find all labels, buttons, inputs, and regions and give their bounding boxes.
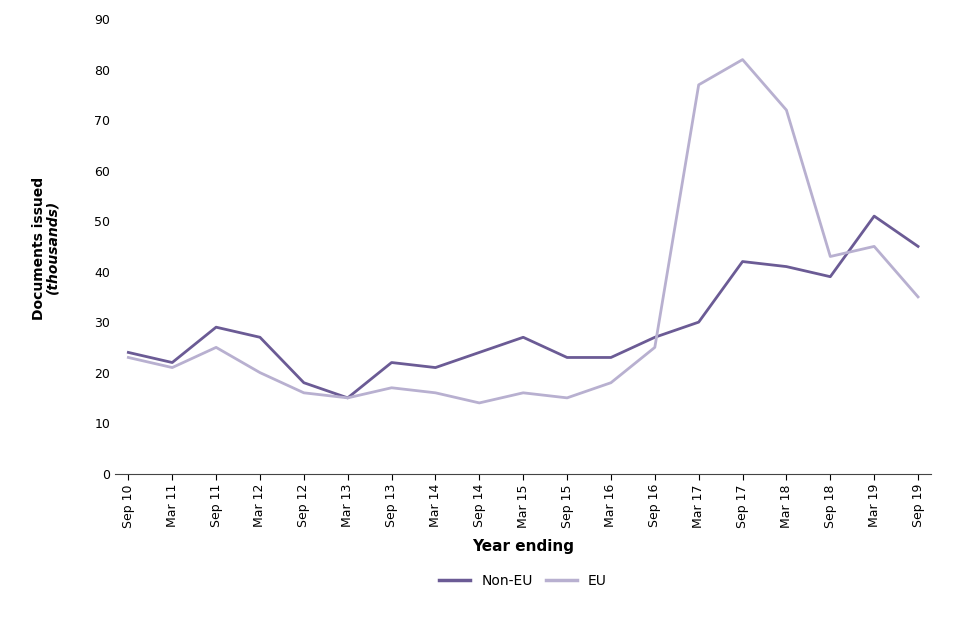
Non-EU [386, 358, 397, 366]
Non-EU [649, 333, 660, 341]
EU [254, 369, 266, 376]
EU [342, 394, 353, 402]
EU [649, 344, 660, 351]
EU [912, 293, 924, 301]
EU [562, 394, 573, 402]
EU [430, 389, 442, 397]
EU [693, 81, 705, 89]
Non-EU [299, 379, 310, 387]
EU [869, 243, 880, 250]
Non-EU [473, 349, 485, 356]
Non-EU [780, 263, 792, 271]
EU [473, 399, 485, 407]
Non-EU [562, 354, 573, 362]
Non-EU [517, 333, 529, 341]
Non-EU [210, 323, 222, 331]
EU [210, 344, 222, 351]
EU [299, 389, 310, 397]
Non-EU [342, 394, 353, 402]
EU [386, 384, 397, 392]
Non-EU [430, 364, 442, 371]
Non-EU [825, 273, 836, 280]
EU [736, 56, 748, 63]
EU [517, 389, 529, 397]
Text: Documents issued: Documents issued [32, 172, 46, 321]
Non-EU [605, 354, 616, 362]
Line: Non-EU: Non-EU [129, 216, 918, 398]
EU [166, 364, 178, 371]
Non-EU [254, 333, 266, 341]
Text: (thousands): (thousands) [46, 199, 60, 294]
Non-EU [912, 243, 924, 250]
X-axis label: Year ending: Year ending [472, 539, 574, 554]
Line: EU: EU [129, 60, 918, 403]
EU [123, 354, 134, 362]
Non-EU [869, 212, 880, 220]
Non-EU [166, 358, 178, 366]
EU [605, 379, 616, 387]
Non-EU [693, 318, 705, 326]
Legend: Non-EU, EU: Non-EU, EU [434, 569, 612, 594]
EU [825, 253, 836, 260]
Non-EU [123, 349, 134, 356]
EU [780, 106, 792, 114]
Non-EU [736, 258, 748, 266]
